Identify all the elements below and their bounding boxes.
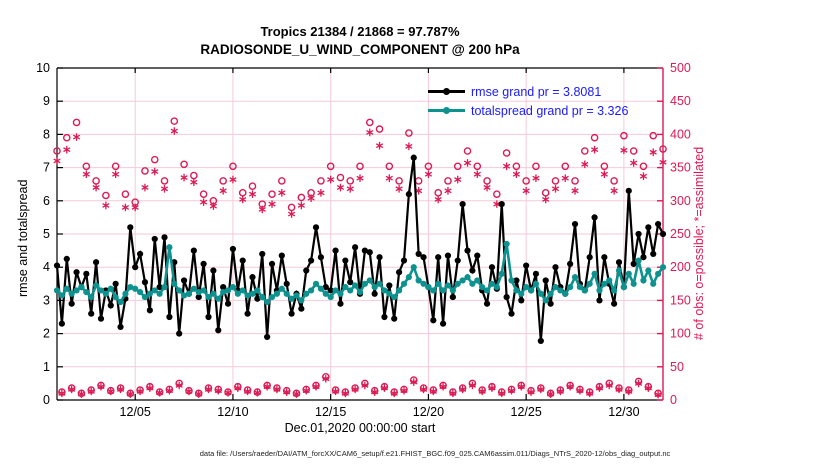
rmse-legend-label: rmse grand pr = 3.8081 [471,84,602,99]
x-tick-label: 12/10 [217,405,248,419]
left-tick-label: 10 [36,61,50,75]
right-tick-label: 200 [670,260,691,274]
x-tick-label: 12/25 [511,405,542,419]
possible-obs-markers [53,117,667,398]
right-tick-label: 50 [670,360,684,374]
right-tick-label: 450 [670,94,691,108]
right-axis-label: # of obs: o=possible; *=assimilated [692,146,706,340]
legend-row-rmse: rmse grand pr = 3.8081 [428,82,628,101]
left-tick-label: 8 [43,127,50,141]
right-tick-label: 500 [670,61,691,75]
left-tick-label: 5 [43,227,50,241]
figure-title-line2: RADIOSONDE_U_WIND_COMPONENT @ 200 hPa [200,42,520,57]
right-tick-label: 150 [670,293,691,307]
x-tick-label: 12/30 [608,405,639,419]
figure-title-line1: Tropics 21384 / 21868 = 97.787% [260,24,460,39]
left-tick-label: 9 [43,94,50,108]
right-tick-label: 0 [670,393,677,407]
left-tick-label: 3 [43,293,50,307]
right-tick-label: 400 [670,127,691,141]
legend-row-totalspread: totalspread grand pr = 3.326 [428,101,628,120]
left-tick-label: 0 [43,393,50,407]
x-tick-label: 12/15 [315,405,346,419]
assimilated-obs-markers [53,127,667,399]
left-tick-label: 7 [43,161,50,175]
totalspread-legend-swatch [428,106,465,115]
legend: rmse grand pr = 3.8081 totalspread grand… [428,82,628,120]
x-axis-label: Dec.01,2020 00:00:00 start [284,421,436,435]
right-tick-label: 100 [670,327,691,341]
right-tick-label: 300 [670,194,691,208]
left-tick-label: 2 [43,327,50,341]
totalspread-legend-label: totalspread grand pr = 3.326 [471,103,629,118]
rmse-series [53,154,667,345]
totalspread-series [53,240,667,306]
totalspread-legend-dot [443,107,450,114]
rmse-legend-dot [443,88,450,95]
x-tick-label: 12/05 [120,405,151,419]
left-tick-label: 1 [43,360,50,374]
right-tick-label: 250 [670,227,691,241]
left-tick-label: 4 [43,260,50,274]
right-tick-label: 350 [670,161,691,175]
left-axis-label: rmse and totalspread [16,179,30,297]
data-file-path: data file: /Users/raeder/DAI/ATM_forcXX/… [199,449,671,458]
rmse-legend-swatch [428,87,465,96]
x-tick-label: 12/20 [413,405,444,419]
left-tick-label: 6 [43,194,50,208]
